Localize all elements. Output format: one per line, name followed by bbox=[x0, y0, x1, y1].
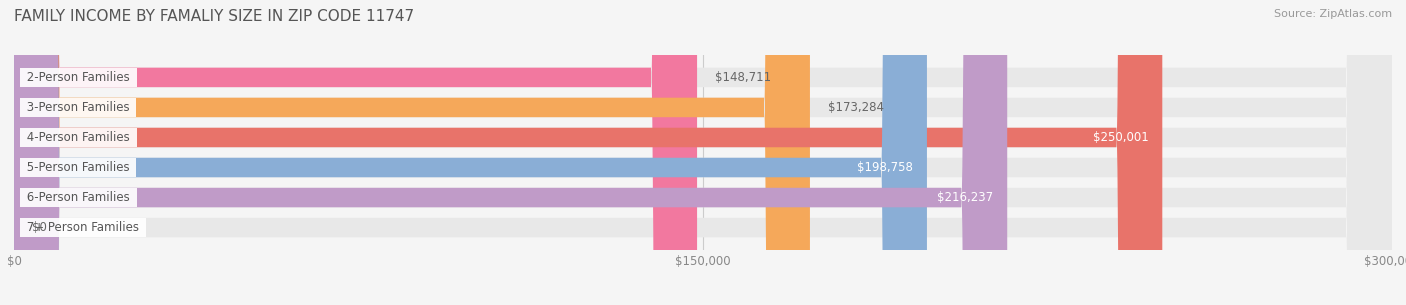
FancyBboxPatch shape bbox=[14, 0, 1392, 305]
Text: 2-Person Families: 2-Person Families bbox=[24, 71, 134, 84]
Text: 7+ Person Families: 7+ Person Families bbox=[24, 221, 143, 234]
FancyBboxPatch shape bbox=[14, 0, 1163, 305]
FancyBboxPatch shape bbox=[14, 0, 1392, 305]
FancyBboxPatch shape bbox=[14, 0, 697, 305]
Text: 5-Person Families: 5-Person Families bbox=[24, 161, 134, 174]
FancyBboxPatch shape bbox=[14, 0, 1392, 305]
Text: $216,237: $216,237 bbox=[938, 191, 994, 204]
Text: $250,001: $250,001 bbox=[1092, 131, 1149, 144]
Text: 3-Person Families: 3-Person Families bbox=[24, 101, 134, 114]
FancyBboxPatch shape bbox=[14, 0, 927, 305]
Text: 6-Person Families: 6-Person Families bbox=[24, 191, 134, 204]
FancyBboxPatch shape bbox=[14, 0, 1392, 305]
Text: $173,284: $173,284 bbox=[828, 101, 884, 114]
Text: $0: $0 bbox=[32, 221, 48, 234]
Text: FAMILY INCOME BY FAMALIY SIZE IN ZIP CODE 11747: FAMILY INCOME BY FAMALIY SIZE IN ZIP COD… bbox=[14, 9, 415, 24]
Text: 4-Person Families: 4-Person Families bbox=[24, 131, 134, 144]
FancyBboxPatch shape bbox=[14, 0, 810, 305]
FancyBboxPatch shape bbox=[14, 0, 1392, 305]
Text: $198,758: $198,758 bbox=[858, 161, 912, 174]
FancyBboxPatch shape bbox=[14, 0, 1392, 305]
FancyBboxPatch shape bbox=[14, 0, 1007, 305]
Text: $148,711: $148,711 bbox=[716, 71, 772, 84]
Text: Source: ZipAtlas.com: Source: ZipAtlas.com bbox=[1274, 9, 1392, 19]
